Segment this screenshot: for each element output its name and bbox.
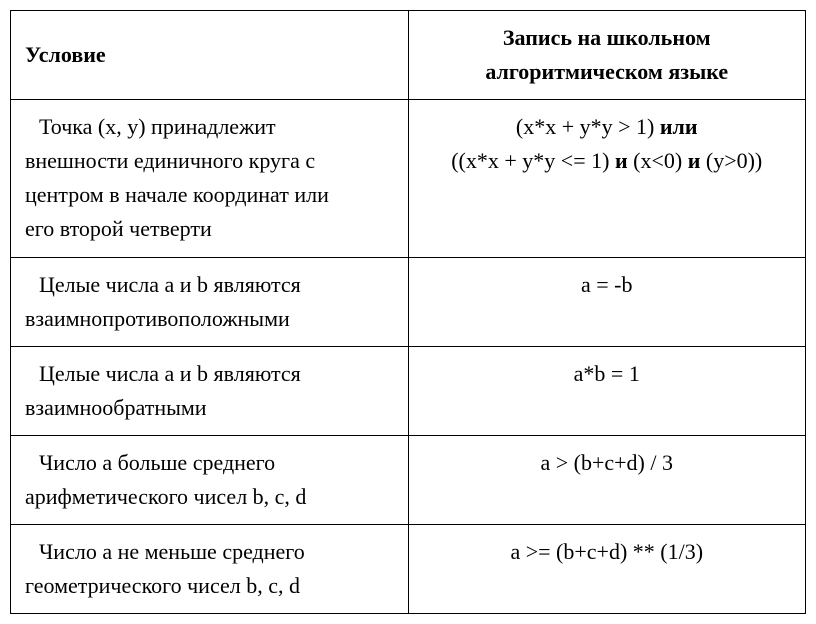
row0-left-line2: внешности единичного круга с bbox=[25, 144, 394, 178]
cell-left-2: Целые числа a и b являются взаимнообратн… bbox=[11, 346, 409, 435]
table-row: Число a не меньше среднего геометрическо… bbox=[11, 525, 806, 614]
row0-r2a: ((x*x + y*y <= 1) bbox=[451, 148, 615, 173]
cell-left-0: Точка (x, y) принадлежит внешности едини… bbox=[11, 100, 409, 257]
cell-right-3: a > (b+c+d) / 3 bbox=[408, 435, 806, 524]
algorithm-table: Условие Запись на школьном алгоритмическ… bbox=[10, 10, 806, 614]
table-row: Число a больше среднего арифметического … bbox=[11, 435, 806, 524]
header-right: Запись на школьном алгоритмическом языке bbox=[408, 11, 806, 100]
row0-r2b: и bbox=[615, 148, 628, 173]
header-right-line2: алгоритмическом языке bbox=[485, 59, 728, 84]
row4-right-line1: a >= (b+c+d) ** (1/3) bbox=[423, 535, 792, 569]
row2-left-line1: Целые числа a и b являются bbox=[25, 357, 394, 391]
cell-left-4: Число a не меньше среднего геометрическо… bbox=[11, 525, 409, 614]
row0-right-line2: ((x*x + y*y <= 1) и (x<0) и (y>0)) bbox=[423, 144, 792, 178]
row0-left-line3: центром в начале координат или bbox=[25, 178, 394, 212]
row0-r2e: (y>0)) bbox=[700, 148, 762, 173]
row3-right-line1: a > (b+c+d) / 3 bbox=[423, 446, 792, 480]
row0-right-line1: (x*x + y*y > 1) или bbox=[423, 110, 792, 144]
cell-left-1: Целые числа a и b являются взаимнопротив… bbox=[11, 257, 409, 346]
header-right-line1: Запись на школьном bbox=[503, 25, 711, 50]
header-left: Условие bbox=[11, 11, 409, 100]
table-row: Точка (x, y) принадлежит внешности едини… bbox=[11, 100, 806, 257]
cell-right-2: a*b = 1 bbox=[408, 346, 806, 435]
row3-left-line2: арифметического чисел b, c, d bbox=[25, 480, 394, 514]
table-row: Целые числа a и b являются взаимнопротив… bbox=[11, 257, 806, 346]
row1-left-line2: взаимнопротивоположными bbox=[25, 302, 394, 336]
row0-r1b: или bbox=[660, 114, 698, 139]
header-left-text: Условие bbox=[25, 42, 106, 67]
row0-left-line4: его второй четверти bbox=[25, 212, 394, 246]
row0-r2c: (x<0) bbox=[628, 148, 688, 173]
cell-right-4: a >= (b+c+d) ** (1/3) bbox=[408, 525, 806, 614]
cell-right-1: a = -b bbox=[408, 257, 806, 346]
row0-r2d: и bbox=[688, 148, 701, 173]
row4-left-line1: Число a не меньше среднего bbox=[25, 535, 394, 569]
table-header-row: Условие Запись на школьном алгоритмическ… bbox=[11, 11, 806, 100]
cell-left-3: Число a больше среднего арифметического … bbox=[11, 435, 409, 524]
cell-right-0: (x*x + y*y > 1) или ((x*x + y*y <= 1) и … bbox=[408, 100, 806, 257]
row3-left-line1: Число a больше среднего bbox=[25, 446, 394, 480]
row1-right-line1: a = -b bbox=[423, 268, 792, 302]
row4-left-line2: геометрического чисел b, c, d bbox=[25, 569, 394, 603]
row1-left-line1: Целые числа a и b являются bbox=[25, 268, 394, 302]
row2-left-line2: взаимнообратными bbox=[25, 391, 394, 425]
row2-right-line1: a*b = 1 bbox=[423, 357, 792, 391]
row0-r1a: (x*x + y*y > 1) bbox=[516, 114, 660, 139]
row0-left-line1: Точка (x, y) принадлежит bbox=[25, 110, 394, 144]
table-row: Целые числа a и b являются взаимнообратн… bbox=[11, 346, 806, 435]
